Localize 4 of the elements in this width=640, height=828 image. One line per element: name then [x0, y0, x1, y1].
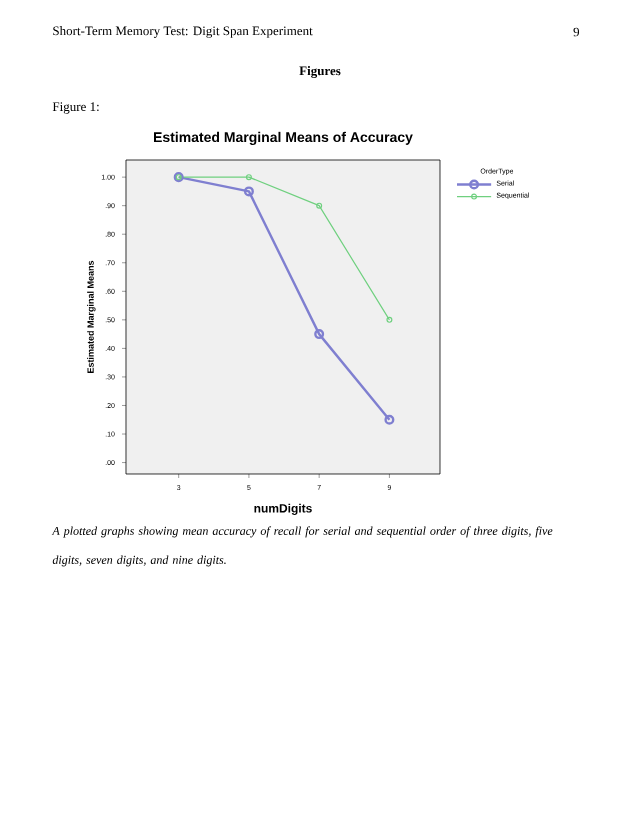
point: [243, 186, 254, 197]
point: [314, 329, 325, 340]
point: [245, 174, 252, 181]
point: [316, 202, 323, 209]
